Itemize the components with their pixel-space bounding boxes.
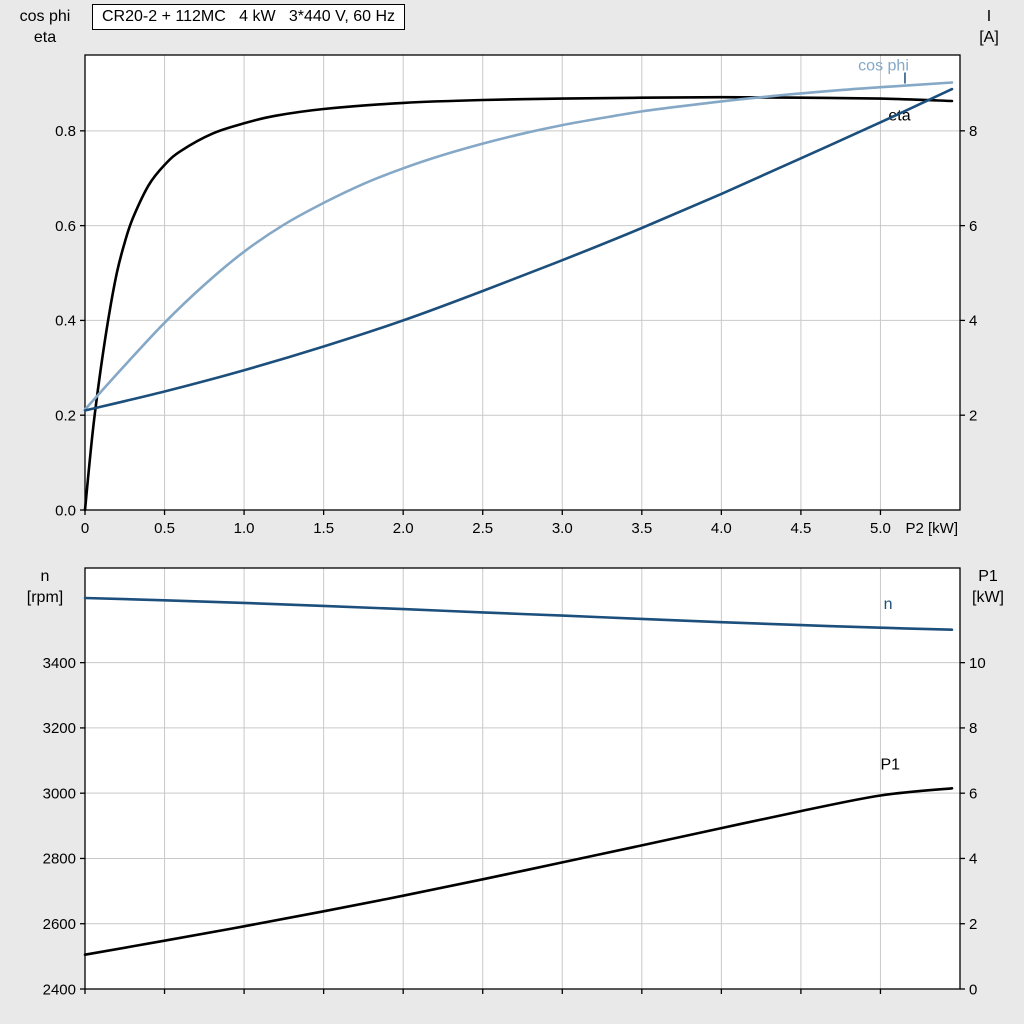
left-tick-label: 3000 xyxy=(43,785,76,802)
curve-cos-phi xyxy=(83,81,954,411)
left-tick-label: 3400 xyxy=(43,655,76,672)
x-tick-label: 0.5 xyxy=(154,520,175,537)
right-tick-label: 4 xyxy=(969,313,977,330)
curve-label-p1: P1 xyxy=(880,757,900,774)
axis-label-speed: n [rpm] xyxy=(26,568,64,606)
x-tick-label: 1.5 xyxy=(313,520,334,537)
x-tick-label: 4.0 xyxy=(711,520,732,537)
x-tick-label: 5.0 xyxy=(870,520,891,537)
left-tick-label: 2800 xyxy=(43,851,76,868)
left-tick-label: 0.2 xyxy=(55,407,76,424)
axis-label-input-power: P1 [kW] xyxy=(972,568,1004,606)
left-tick-label: 0.8 xyxy=(55,123,76,140)
right-tick-label: 4 xyxy=(969,851,977,868)
right-tick-label: 2 xyxy=(969,916,977,933)
plot-frame xyxy=(84,54,961,511)
left-tick-label: 0.4 xyxy=(55,313,76,330)
x-tick-label: 0 xyxy=(81,520,89,537)
x-tick-label: 2.5 xyxy=(472,520,493,537)
left-tick-label: 3200 xyxy=(43,720,76,737)
curve-n xyxy=(83,596,954,631)
plot-frame xyxy=(84,567,961,990)
curve-label-n: n xyxy=(884,596,893,613)
curve-i xyxy=(83,87,954,412)
x-tick-label: 4.5 xyxy=(790,520,811,537)
right-tick-label: 6 xyxy=(969,218,977,235)
left-tick-label: 2400 xyxy=(43,981,76,998)
right-tick-label: 8 xyxy=(969,123,977,140)
x-axis-label: P2 [kW] xyxy=(905,520,958,537)
right-tick-label: 2 xyxy=(969,407,977,424)
right-tick-label: 10 xyxy=(969,655,986,672)
curve-label-cos-phi: cos phi xyxy=(858,58,909,75)
plot-area xyxy=(85,568,960,989)
right-tick-label: 0 xyxy=(969,981,977,998)
right-tick-label: 6 xyxy=(969,785,977,802)
plot-area xyxy=(85,55,960,510)
x-tick-label: 3.0 xyxy=(552,520,573,537)
x-tick-label: 1.0 xyxy=(234,520,255,537)
motor-performance-chart: 0.0 0.2 0.4 0.6 0.8 2 4 6 8 0 0.5 1.0 1.5 2.0 2.5 3.0 3.… xyxy=(55,54,977,537)
left-tick-label: 0.6 xyxy=(55,218,76,235)
x-tick-label: 2.0 xyxy=(393,520,414,537)
curve-p1 xyxy=(83,787,954,956)
curve-label-i: I xyxy=(903,70,907,87)
chart-title: CR20-2 + 112MC 4 kW 3*440 V, 60 Hz xyxy=(92,4,406,30)
left-tick-label: 2600 xyxy=(43,916,76,933)
axis-label-current: I [A] xyxy=(979,8,999,46)
left-tick-label: 0.0 xyxy=(55,502,76,519)
x-tick-label: 3.5 xyxy=(631,520,652,537)
right-tick-label: 8 xyxy=(969,720,977,737)
speed-and-input-power-chart: 2400 2600 2800 3000 3200 3400 0 2 4 6 8 10 n P1 xyxy=(43,567,986,998)
axis-label-cosphi-eta: cos phi eta xyxy=(19,8,71,46)
curve-eta xyxy=(83,95,954,512)
